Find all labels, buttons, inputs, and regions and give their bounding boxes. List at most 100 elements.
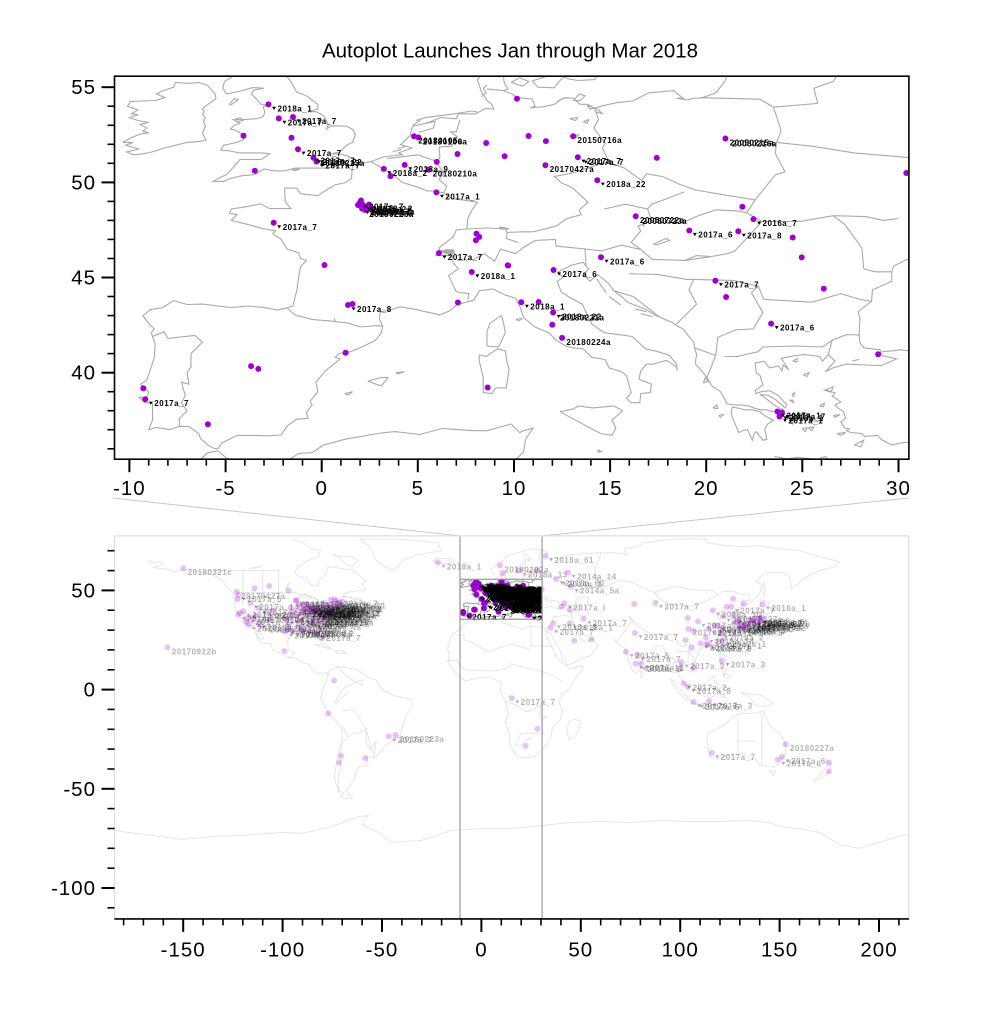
svg-text:2018a_61: 2018a_61: [554, 556, 594, 565]
svg-text:20180213a: 20180213a: [309, 610, 354, 619]
svg-text:2017a_5: 2017a_5: [635, 652, 670, 661]
svg-text:20180220a: 20180220a: [490, 593, 535, 602]
svg-text:2018a_2: 2018a_2: [296, 630, 331, 639]
svg-text:-5: -5: [215, 477, 235, 500]
svg-text:2017a_7: 2017a_7: [348, 602, 383, 611]
svg-text:2017a_7: 2017a_7: [346, 610, 381, 619]
svg-text:2018a_1: 2018a_1: [579, 624, 614, 633]
svg-text:2017a_6: 2017a_6: [537, 605, 572, 614]
svg-text:20180224a: 20180224a: [511, 607, 556, 616]
svg-text:2017a_3: 2017a_3: [731, 661, 766, 670]
svg-text:2016a_7: 2016a_7: [537, 595, 572, 604]
svg-text:20180210a: 20180210a: [433, 170, 478, 179]
svg-text:2018a_16: 2018a_16: [314, 629, 354, 638]
svg-text:2017a_7: 2017a_7: [344, 599, 379, 608]
svg-text:2018a_6: 2018a_6: [562, 623, 597, 632]
svg-text:2017a_1: 2017a_1: [718, 629, 753, 638]
svg-text:2018a_1: 2018a_1: [507, 601, 542, 610]
svg-text:2014a_14: 2014a_14: [577, 573, 617, 582]
svg-text:2017a_1: 2017a_1: [445, 192, 480, 201]
svg-text:2017a_7: 2017a_7: [519, 589, 554, 598]
svg-text:2017a_5: 2017a_5: [313, 604, 348, 613]
svg-text:2018a_9: 2018a_9: [346, 607, 381, 616]
svg-text:2018a_1: 2018a_1: [349, 606, 384, 615]
svg-text:2017a_1: 2017a_1: [538, 615, 573, 624]
svg-text:2017a_2: 2017a_2: [256, 618, 291, 627]
svg-text:0: 0: [475, 939, 487, 962]
svg-text:2017a_2: 2017a_2: [320, 608, 355, 617]
svg-text:2017a_8: 2017a_8: [697, 687, 732, 696]
svg-text:2016a_7: 2016a_7: [535, 594, 570, 603]
svg-text:50: 50: [71, 579, 96, 602]
svg-text:2017a_7: 2017a_7: [503, 598, 538, 607]
svg-text:20170427a: 20170427a: [550, 165, 595, 174]
svg-text:2017a_6: 2017a_6: [521, 599, 556, 608]
svg-text:2017a_7: 2017a_7: [489, 585, 524, 594]
svg-text:20050215a: 20050215a: [529, 587, 574, 596]
svg-text:2017a_6: 2017a_6: [771, 618, 806, 627]
svg-text:2017a_7: 2017a_7: [518, 589, 553, 598]
svg-text:2017a_6: 2017a_6: [530, 596, 565, 605]
svg-text:20150716a: 20150716a: [513, 587, 558, 596]
svg-text:40: 40: [71, 362, 96, 385]
svg-text:2017a_1: 2017a_1: [502, 591, 537, 600]
svg-text:-150: -150: [161, 939, 206, 962]
svg-text:2018a_14: 2018a_14: [768, 618, 808, 627]
svg-text:2017a_7: 2017a_7: [288, 118, 323, 127]
svg-text:20180116a: 20180116a: [301, 601, 345, 610]
svg-text:20170422a: 20170422a: [764, 622, 809, 631]
svg-text:2017a_6: 2017a_6: [519, 598, 554, 607]
svg-text:2018a_14: 2018a_14: [313, 610, 353, 619]
svg-text:20050216a: 20050216a: [732, 140, 777, 149]
svg-text:2017a_6: 2017a_6: [727, 626, 762, 635]
svg-text:2017a_3: 2017a_3: [718, 701, 753, 710]
svg-text:20170509a: 20170509a: [325, 607, 370, 616]
svg-text:2017a_7: 2017a_7: [487, 584, 522, 593]
svg-text:20180116a: 20180116a: [321, 606, 365, 615]
svg-text:2017a_7: 2017a_7: [305, 600, 340, 609]
svg-text:2017a_7: 2017a_7: [326, 162, 361, 171]
svg-text:20170427a: 20170427a: [241, 592, 286, 601]
svg-text:2017a_6: 2017a_6: [528, 595, 563, 604]
svg-text:2017a_6: 2017a_6: [563, 270, 598, 279]
svg-text:2018a_12: 2018a_12: [323, 623, 363, 632]
svg-text:2017a_7: 2017a_7: [322, 612, 357, 621]
svg-text:20180321c: 20180321c: [188, 568, 233, 577]
svg-text:Autoplot Launches Jan through: Autoplot Launches Jan through Mar 2018: [322, 40, 698, 63]
svg-text:20180105a: 20180105a: [418, 136, 463, 145]
svg-text:2017a_14: 2017a_14: [268, 609, 308, 618]
svg-text:2018a_2: 2018a_2: [729, 634, 764, 643]
svg-text:20170327a: 20170327a: [738, 615, 783, 624]
svg-text:20170427a: 20170427a: [333, 612, 378, 621]
svg-text:2018a_1: 2018a_1: [481, 272, 516, 281]
svg-text:2018a_1: 2018a_1: [513, 604, 548, 613]
svg-text:2017a_7: 2017a_7: [533, 602, 568, 611]
svg-text:2018a_1: 2018a_1: [486, 583, 521, 592]
svg-text:2018a_22: 2018a_22: [323, 158, 363, 167]
svg-text:2018a_1: 2018a_1: [789, 414, 824, 423]
svg-text:2017a_6: 2017a_6: [760, 621, 795, 630]
svg-text:2017a_6: 2017a_6: [703, 702, 738, 711]
svg-text:2017a_22: 2017a_22: [300, 618, 340, 627]
svg-text:2017a_6: 2017a_6: [610, 257, 645, 266]
svg-text:2017a_7: 2017a_7: [491, 589, 526, 598]
svg-text:2018a_60: 2018a_60: [340, 604, 380, 613]
svg-text:20180221a: 20180221a: [512, 605, 557, 614]
svg-text:30: 30: [886, 477, 911, 500]
svg-text:2017a_3: 2017a_3: [690, 662, 725, 671]
svg-text:2017a_14: 2017a_14: [762, 623, 802, 632]
svg-text:2017a_7: 2017a_7: [369, 203, 404, 212]
svg-text:2017a_7: 2017a_7: [644, 633, 679, 642]
svg-text:2017a_80: 2017a_80: [763, 620, 803, 629]
svg-text:2018a_2: 2018a_2: [336, 606, 371, 615]
svg-text:2018a_3: 2018a_3: [716, 644, 751, 653]
svg-text:2017a_7: 2017a_7: [791, 413, 826, 422]
svg-text:2017a_7: 2017a_7: [331, 609, 366, 618]
svg-text:2017a_2: 2017a_2: [379, 209, 414, 218]
svg-text:2018a_1: 2018a_1: [278, 104, 313, 113]
svg-text:20170424a: 20170424a: [325, 620, 370, 629]
svg-text:2018a_14: 2018a_14: [715, 638, 755, 647]
svg-text:0: 0: [315, 477, 327, 500]
svg-text:2017a_1: 2017a_1: [650, 664, 685, 673]
svg-text:2017a_7: 2017a_7: [275, 612, 310, 621]
